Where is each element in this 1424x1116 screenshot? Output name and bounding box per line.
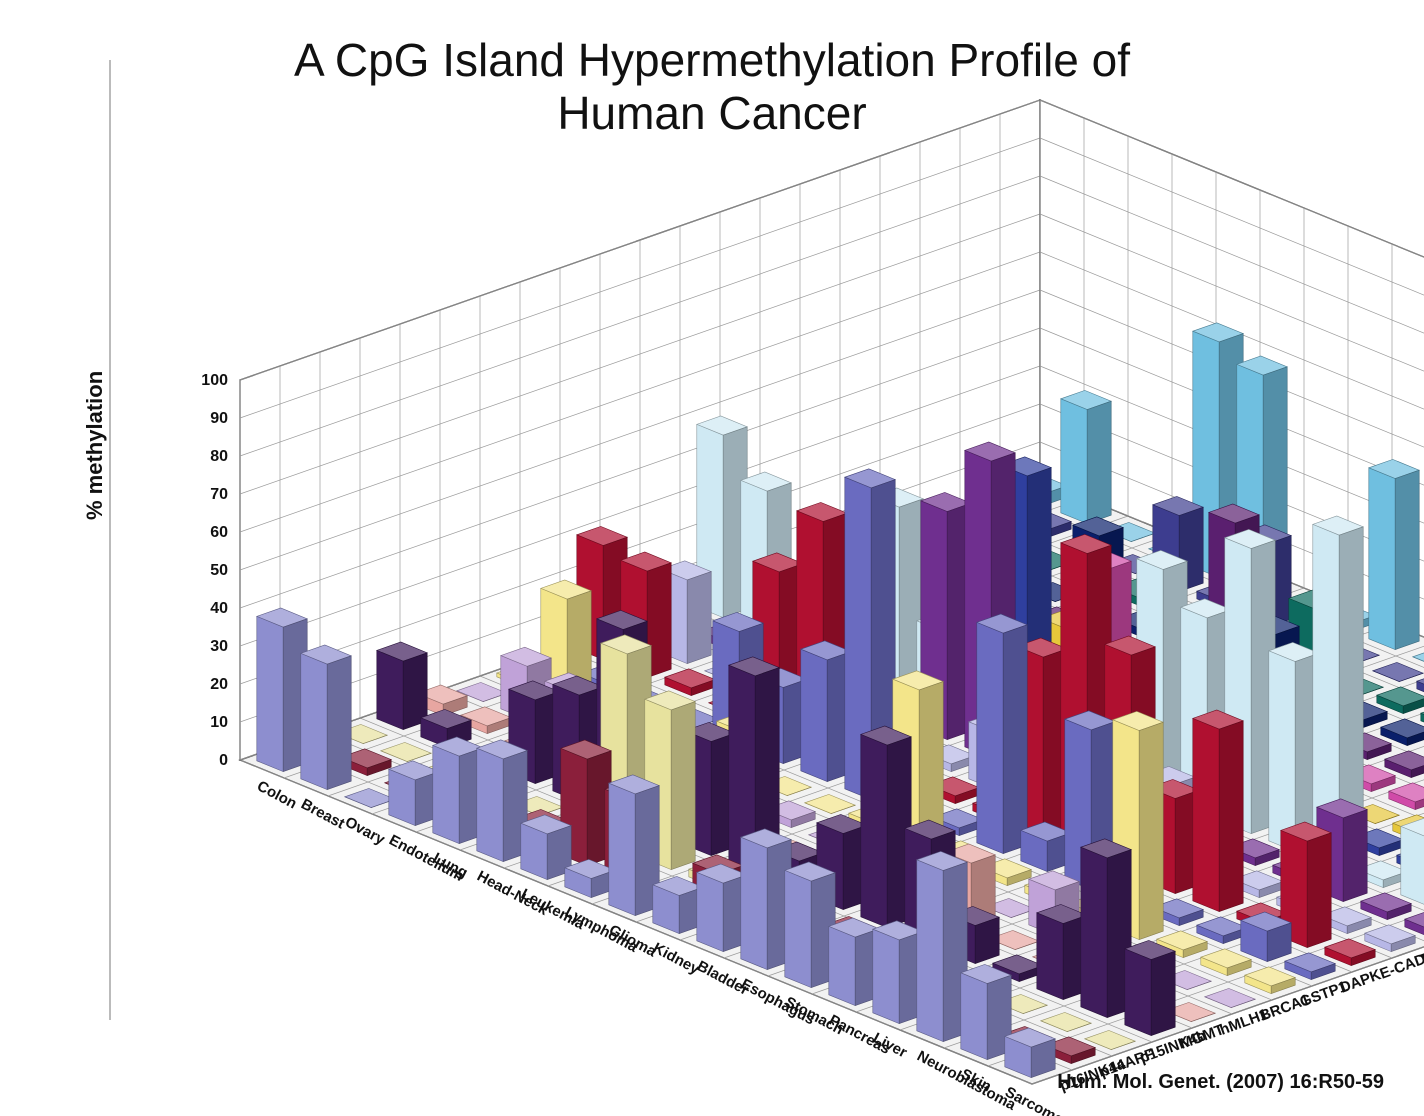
svg-text:hMLH1: hMLH1 [1218, 1006, 1271, 1039]
svg-text:Lung: Lung [430, 850, 470, 882]
svg-text:50: 50 [210, 562, 228, 579]
svg-text:Skin: Skin [958, 1066, 994, 1096]
svg-text:20: 20 [210, 676, 228, 693]
svg-text:Neuroblastoma: Neuroblastoma [914, 1048, 1019, 1115]
svg-text:60: 60 [210, 524, 228, 541]
svg-text:100: 100 [201, 372, 228, 389]
citation-text: Hum. Mol. Genet. (2007) 16:R50-59 [1057, 1071, 1384, 1094]
svg-text:80: 80 [210, 448, 228, 465]
figure-stage: A CpG Island Hypermethylation Profile of… [0, 0, 1424, 1116]
svg-text:Kidney: Kidney [650, 940, 703, 979]
svg-text:Liver: Liver [870, 1030, 910, 1062]
svg-text:Stomach: Stomach [782, 994, 846, 1039]
svg-text:Bladder: Bladder [694, 958, 751, 999]
svg-text:0: 0 [219, 752, 228, 769]
svg-text:Lymphoma: Lymphoma [562, 904, 641, 957]
svg-text:Ovary: Ovary [342, 814, 388, 849]
svg-text:p15INK4b: p15INK4b [1138, 1027, 1209, 1067]
svg-text:BRCA1: BRCA1 [1258, 991, 1312, 1025]
svg-text:70: 70 [210, 486, 228, 503]
svg-text:TIMP-3: TIMP-3 [1418, 936, 1424, 969]
y-axis-label: % methylation [82, 371, 108, 520]
svg-text:10: 10 [210, 714, 228, 731]
svg-text:Leukemia: Leukemia [518, 886, 588, 934]
svg-text:Endotelium: Endotelium [386, 832, 466, 885]
svg-text:MGMT: MGMT [1178, 1021, 1227, 1053]
svg-text:GSTP1: GSTP1 [1298, 978, 1350, 1011]
svg-text:Colon: Colon [254, 778, 300, 813]
chart-title: A CpG Island Hypermethylation Profile of… [0, 34, 1424, 140]
svg-text:Glioma: Glioma [606, 922, 659, 961]
svg-text:90: 90 [210, 410, 228, 427]
svg-text:Breast: Breast [298, 796, 347, 833]
svg-text:40: 40 [210, 600, 228, 617]
svg-text:Head-Neck: Head-Neck [474, 868, 551, 920]
chart-3d-scene: 0 10 20 30 40 50 60 70 80 90 100 ColonBreastOvaryEn… [0, 0, 1424, 1116]
svg-text:Esophagus: Esophagus [738, 976, 817, 1029]
svg-text:Pancreas: Pancreas [826, 1012, 893, 1058]
svg-text:30: 30 [210, 638, 228, 655]
svg-text:E-CAD: E-CAD [1378, 950, 1424, 982]
svg-text:DAPK: DAPK [1338, 966, 1384, 997]
